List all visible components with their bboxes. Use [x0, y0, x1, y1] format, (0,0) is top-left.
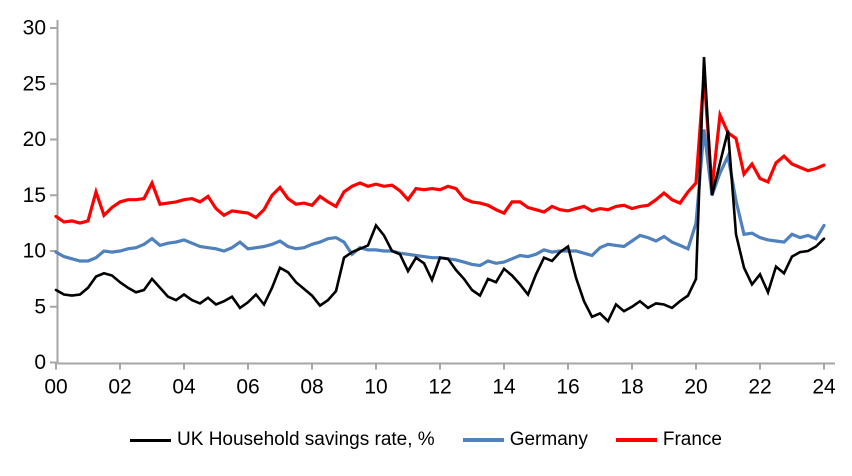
- x-tick-label-00: 00: [44, 376, 67, 399]
- legend-label-uk: UK Household savings rate, %: [177, 429, 435, 450]
- legend-line-germany: [462, 438, 504, 442]
- x-tick-label-18: 18: [620, 376, 643, 399]
- legend-line-france: [615, 438, 657, 442]
- x-tick-label-12: 12: [428, 376, 451, 399]
- legend-line-uk: [130, 438, 172, 442]
- y-tick-label-5: 5: [34, 295, 46, 318]
- legend-label-germany: Germany: [509, 429, 588, 450]
- plot-area: 0 5 10 15 20 25 30 00 02 04 06 08 10 12 14 16 18 20 22 24: [23, 17, 836, 399]
- line-france: [54, 74, 826, 225]
- y-tick-label-15: 15: [23, 184, 46, 207]
- x-tick-label-02: 02: [108, 376, 131, 399]
- x-tick-label-14: 14: [492, 376, 516, 399]
- y-tick-label-30: 30: [23, 17, 46, 40]
- y-tick-label-0: 0: [34, 351, 46, 374]
- legend-item-uk: UK Household savings rate, %: [130, 429, 435, 451]
- y-tick-label-10: 10: [23, 240, 46, 263]
- x-tick-label-06: 06: [236, 376, 259, 399]
- line-uk-household-savings-rate: [54, 56, 826, 324]
- chart-legend: UK Household savings rate, % Germany Fra…: [0, 424, 852, 456]
- x-tick-label-20: 20: [684, 376, 707, 399]
- legend-item-france: France: [615, 429, 722, 451]
- x-tick-label-16: 16: [556, 376, 579, 399]
- y-tick-label-20: 20: [23, 128, 46, 151]
- legend-item-germany: Germany: [462, 429, 588, 451]
- x-tick-label-22: 22: [748, 376, 771, 399]
- y-tick-label-25: 25: [23, 72, 46, 95]
- x-tick-label-08: 08: [300, 376, 323, 399]
- legend-label-france: France: [662, 429, 722, 450]
- x-tick-label-24: 24: [812, 376, 836, 399]
- x-tick-label-10: 10: [364, 376, 387, 399]
- x-tick-label-04: 04: [172, 376, 196, 399]
